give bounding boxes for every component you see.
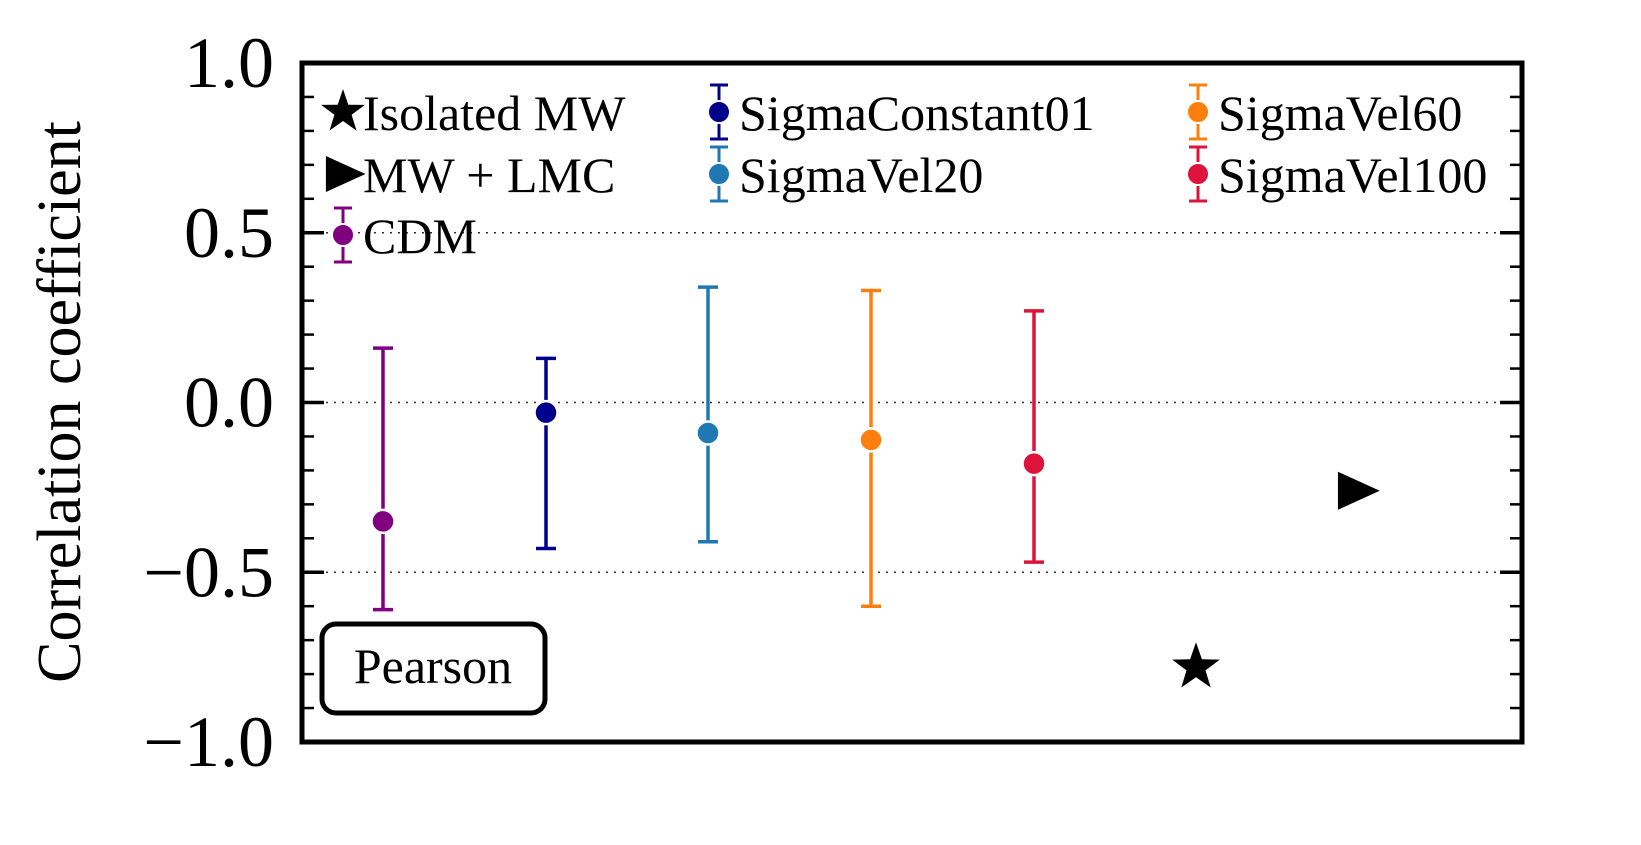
legend-label: SigmaVel20 xyxy=(739,147,983,203)
triangle-marker xyxy=(1337,471,1380,510)
y-tick-labels: 1.0 0.5 0.0 −0.5 −1.0 xyxy=(143,23,274,782)
y-tick-label: 0.5 xyxy=(184,193,274,273)
legend: Isolated MW SigmaConstant01 SigmaVel60 MW +… xyxy=(321,83,1487,264)
data-point xyxy=(533,399,559,426)
legend-label: SigmaVel60 xyxy=(1218,85,1462,141)
pearson-badge-box xyxy=(319,621,548,716)
pearson-badge-label: Pearson xyxy=(354,638,512,694)
legend-item-sigmavel100: SigmaVel100 xyxy=(1186,145,1487,203)
legend-item-mw-lmc: MW + LMC xyxy=(325,147,615,203)
data-point xyxy=(370,508,396,535)
legend-label: CDM xyxy=(363,208,477,264)
legend-item-sigmaconstant01: SigmaConstant01 xyxy=(707,83,1095,141)
y-tick-label: −1.0 xyxy=(143,702,274,782)
legend-marker xyxy=(707,100,731,124)
y-tick-label: 0.0 xyxy=(184,363,274,443)
series-cdm xyxy=(370,346,396,612)
series-mw-lmc xyxy=(1337,471,1380,510)
legend-item-isolated-mw: Isolated MW xyxy=(321,85,626,141)
legend-item-sigmavel20: SigmaVel20 xyxy=(707,145,983,203)
legend-marker xyxy=(707,162,731,186)
series-isolated-mw xyxy=(1172,642,1220,688)
series-sigmavel60 xyxy=(858,288,884,608)
y-tick-label: −0.5 xyxy=(143,532,274,612)
legend-label: Isolated MW xyxy=(363,85,626,141)
gridlines xyxy=(302,231,1522,574)
legend-item-sigmavel60: SigmaVel60 xyxy=(1186,83,1462,141)
star-marker xyxy=(1172,642,1220,688)
data-point xyxy=(858,427,884,453)
series-sigmaconstant01 xyxy=(533,356,559,551)
y-tick-label: 1.0 xyxy=(184,23,274,103)
data-point xyxy=(1021,450,1047,477)
legend-triangle-marker xyxy=(325,156,366,192)
legend-label: SigmaConstant01 xyxy=(739,85,1095,141)
legend-marker xyxy=(331,223,355,247)
legend-marker xyxy=(1186,100,1210,124)
series-sigmavel20 xyxy=(695,285,721,544)
legend-star-marker xyxy=(321,89,365,131)
legend-item-cdm: CDM xyxy=(331,206,477,264)
data-points xyxy=(370,285,1380,688)
legend-label: MW + LMC xyxy=(363,147,615,203)
legend-label: SigmaVel100 xyxy=(1218,147,1487,203)
plot-frame xyxy=(299,60,1525,745)
legend-marker xyxy=(1186,162,1210,186)
y-axis-label: Correlation coefficient xyxy=(26,121,94,683)
data-point xyxy=(695,420,721,446)
pearson-badge: Pearson xyxy=(319,621,548,716)
series-sigmavel100 xyxy=(1021,309,1047,564)
